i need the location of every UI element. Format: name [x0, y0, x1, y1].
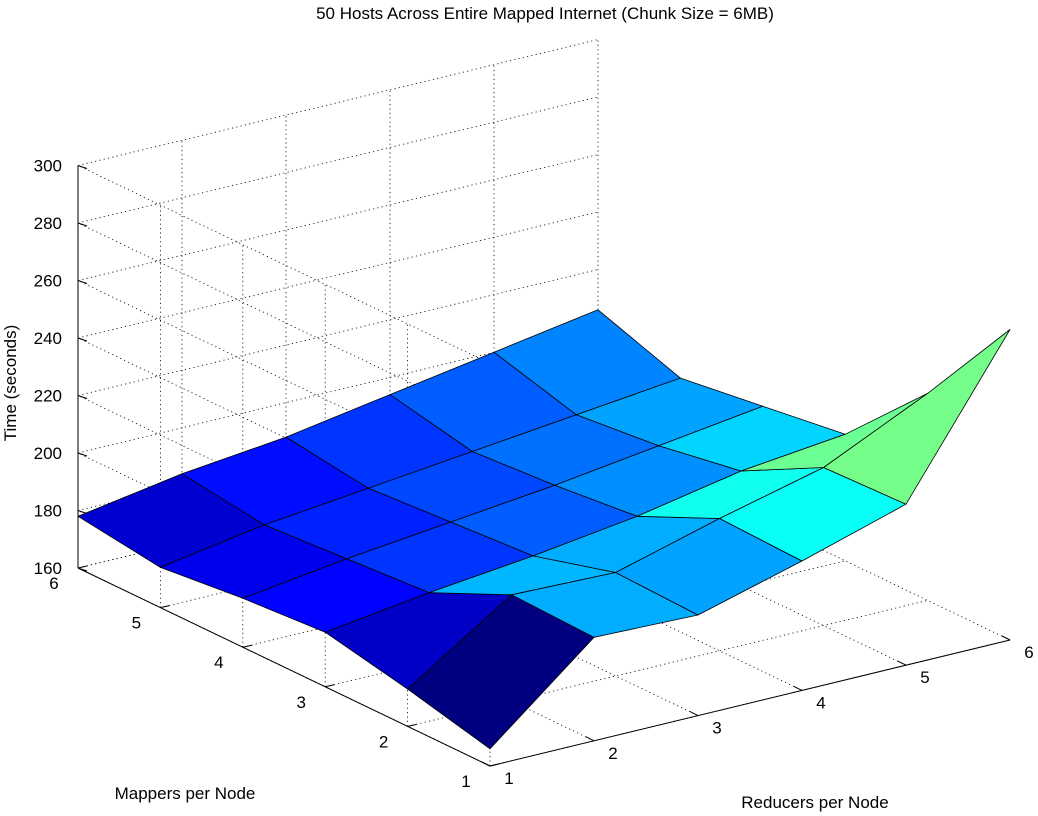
- back-wall-grid-line: [77, 96, 599, 224]
- x-axis-label: Reducers per Node: [741, 793, 888, 812]
- y-tick-mark: [325, 684, 335, 688]
- x-tick-label: 3: [712, 719, 721, 738]
- x-tick-label: 4: [816, 693, 825, 712]
- x-tick-label: 5: [920, 668, 929, 687]
- x-tick-label: 2: [608, 744, 617, 763]
- y-tick-mark: [489, 763, 500, 767]
- z-tick-mark: [77, 452, 88, 457]
- x-tick-mark: [793, 685, 803, 691]
- z-tick-label: 240: [34, 329, 62, 348]
- back-wall-grid-line: [77, 326, 599, 454]
- y-tick-label: 4: [214, 653, 223, 672]
- y-tick-label: 3: [296, 693, 305, 712]
- left-wall-grid-line: [77, 165, 491, 364]
- y-tick-mark: [407, 723, 417, 727]
- z-tick-label: 260: [34, 272, 62, 291]
- back-wall-grid-line: [77, 211, 599, 339]
- z-tick-mark: [77, 395, 88, 399]
- x-tick-mark: [481, 761, 491, 767]
- z-tick-label: 280: [34, 214, 62, 233]
- x-tick-mark: [1001, 635, 1011, 641]
- z-tick-label: 200: [34, 444, 62, 463]
- y-tick-mark: [160, 605, 170, 609]
- z-tick-label: 300: [34, 157, 62, 176]
- back-wall-grid-line: [77, 39, 599, 166]
- surface-patch: [823, 329, 1011, 505]
- y-tick-mark: [242, 644, 252, 648]
- x-tick-label: 6: [1024, 643, 1033, 662]
- x-axis-line: [489, 639, 1011, 767]
- back-wall-grid-line: [77, 154, 599, 281]
- z-tick-label: 180: [34, 502, 62, 521]
- surface-patches: [77, 309, 1011, 750]
- y-tick-label: 6: [49, 574, 58, 593]
- y-tick-label: 2: [379, 732, 388, 751]
- z-tick-mark: [77, 165, 88, 169]
- y-tick-mark: [77, 565, 88, 569]
- x-tick-mark: [897, 660, 907, 666]
- z-tick-mark: [77, 280, 88, 284]
- chart-axes: [77, 165, 1011, 767]
- z-tick-mark: [77, 337, 88, 342]
- x-tick-mark: [689, 711, 699, 717]
- chart-title: 50 Hosts Across Entire Mapped Internet (…: [316, 4, 774, 23]
- back-wall-grid-line: [77, 269, 599, 396]
- z-tick-mark: [77, 222, 88, 227]
- z-tick-mark: [77, 567, 88, 572]
- z-tick-label: 220: [34, 387, 62, 406]
- y-tick-label: 5: [132, 614, 141, 633]
- x-tick-label: 1: [504, 769, 513, 788]
- y-tick-label: 1: [461, 772, 470, 791]
- y-axis-line: [77, 567, 491, 767]
- z-axis-label: Time (seconds): [1, 325, 20, 442]
- z-tick-label: 160: [34, 559, 62, 578]
- x-tick-mark: [585, 736, 595, 742]
- y-axis-label: Mappers per Node: [115, 784, 256, 803]
